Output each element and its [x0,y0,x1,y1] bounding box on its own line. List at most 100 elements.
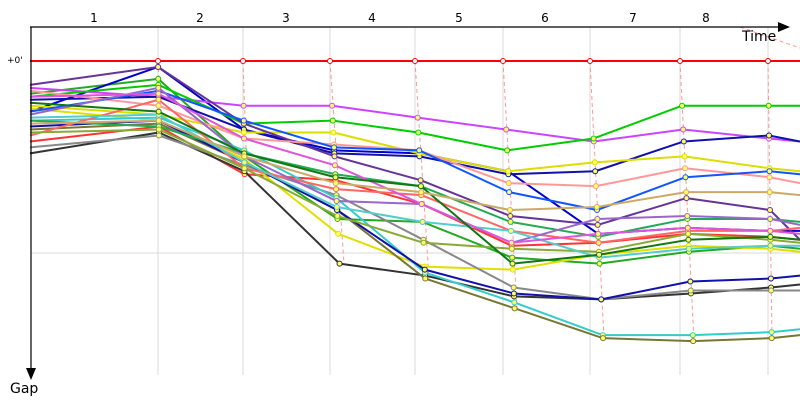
data-point [684,212,691,219]
data-point [594,215,601,222]
data-point [684,224,691,231]
y-zero-label: +0' [7,56,23,66]
leader-point [500,58,506,64]
data-point [331,144,338,151]
data-point [766,132,772,139]
data-point [767,275,774,282]
data-point [590,135,597,142]
series-line [29,134,800,301]
data-point [766,168,773,175]
data-point [685,245,692,252]
series-line [29,119,800,211]
data-point [683,189,690,196]
data-point [680,126,687,133]
data-point [155,63,162,70]
data-point [683,195,690,202]
data-point [507,207,513,213]
data-point [419,218,426,225]
data-point [767,215,774,222]
data-point [596,251,603,258]
data-point [592,183,599,190]
data-point [333,186,340,193]
data-point [510,284,517,291]
axes: Time Gap +0' [7,22,790,397]
data-point [241,165,248,172]
lap-label: 5 [455,11,463,25]
data-point [155,108,162,115]
data-point [687,278,694,285]
leader-point [587,58,593,64]
data-point [594,221,601,228]
series [29,101,800,267]
data-point [329,117,336,124]
data-point [690,338,697,345]
leader-point [677,58,683,64]
data-point [155,117,162,124]
data-point [591,159,598,166]
data-point [509,254,516,261]
data-point [329,102,336,109]
data-point [240,102,247,109]
data-point [240,129,247,136]
data-point [681,153,688,160]
data-point [155,75,162,82]
data-point [767,207,773,213]
data-point [506,189,513,196]
series-line [29,122,800,343]
data-point [421,266,428,273]
data-point [241,153,248,160]
data-point [504,147,511,154]
data-point [414,114,421,121]
data-point [766,189,773,196]
data-point [592,168,599,175]
lap-label: 7 [629,11,637,25]
leader-line [30,58,800,64]
data-point [332,174,339,181]
series-line [29,95,800,176]
lap-label: 1 [90,11,98,25]
data-point [241,159,248,166]
data-point [595,239,602,246]
data-point [766,174,773,181]
data-point [335,230,342,237]
data-point [418,189,425,196]
y-axis-label: Gap [10,381,38,397]
series-line [29,86,800,143]
data-point [416,147,423,154]
lap-label: 6 [541,11,549,25]
data-point [768,329,775,336]
data-point [507,218,514,225]
data-point [155,84,162,91]
data-point [507,227,514,234]
lap-connector [414,60,430,279]
data-point [510,290,517,297]
leader-point [765,58,771,64]
series [29,90,800,246]
data-point [680,138,687,145]
data-point [509,260,516,267]
series-lines [29,63,800,345]
leader-point [327,58,333,64]
data-point [505,180,512,187]
data-point [595,230,602,237]
data-point [155,102,162,109]
series-line [29,128,800,253]
series-line [29,98,800,244]
lap-label: 2 [196,11,204,25]
data-point [155,126,162,133]
series [29,104,800,175]
data-point [767,242,774,249]
data-point [596,260,603,267]
series-line [29,104,800,173]
data-point [420,239,427,246]
series-line [29,92,800,244]
lap-label: 8 [702,11,710,25]
data-point [508,239,515,246]
series-line [29,77,800,265]
data-point [511,305,518,312]
data-point [331,153,338,160]
data-point [155,90,162,97]
series-line [29,119,800,238]
data-point [332,180,339,187]
data-point [767,233,774,240]
